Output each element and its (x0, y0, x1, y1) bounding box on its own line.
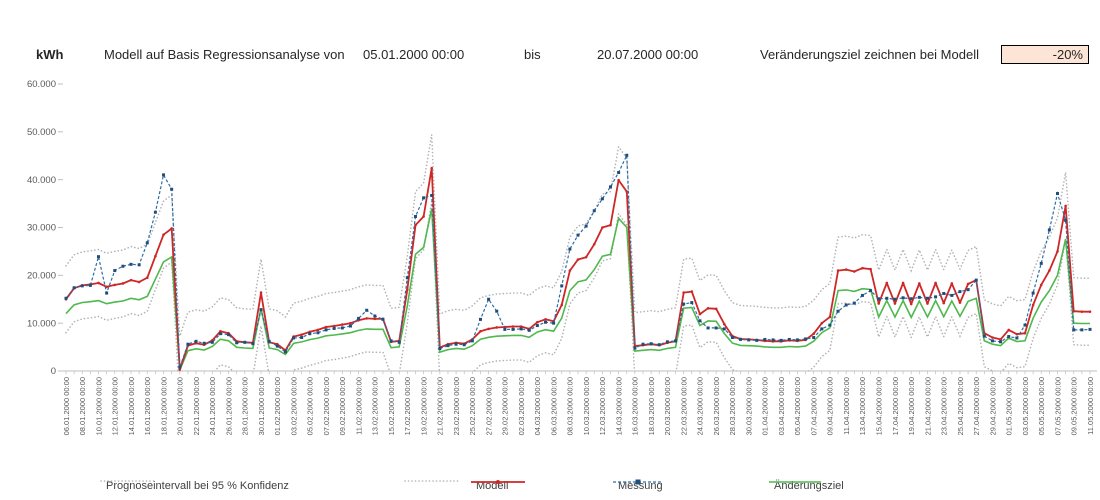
x-tick-label: 05.04.2000 00:00 (793, 377, 802, 435)
x-tick-label: 04.03.2000 00:00 (533, 377, 542, 435)
x-tick-label: 08.03.2000 00:00 (566, 377, 575, 435)
legend-item-messung: Messung (612, 478, 663, 494)
series-aenderungsziel (65, 208, 1090, 371)
y-tick-label: 0 (51, 366, 56, 377)
target-label: Veränderungsziel zeichnen bei Modell (760, 47, 979, 62)
x-tick-label: 10.03.2000 00:00 (582, 377, 591, 435)
legend-label-aenderungsziel: Änderungsziel (774, 480, 844, 492)
x-tick-label: 30.03.2000 00:00 (744, 377, 753, 435)
x-tick-label: 14.01.2000 00:00 (127, 377, 136, 435)
x-tick-label: 25.04.2000 00:00 (956, 377, 965, 435)
x-tick-label: 15.04.2000 00:00 (874, 377, 883, 435)
y-tick-label: 60.000 (27, 79, 56, 90)
x-tick-label: 27.02.2000 00:00 (484, 377, 493, 435)
x-tick-label: 20.03.2000 00:00 (663, 377, 672, 435)
x-tick-label: 14.03.2000 00:00 (614, 377, 623, 435)
x-tick-label: 13.02.2000 00:00 (371, 377, 380, 435)
x-tick-label: 09.04.2000 00:00 (826, 377, 835, 435)
x-tick-label: 13.04.2000 00:00 (858, 377, 867, 435)
legend-item-modell: Modell (470, 478, 525, 494)
y-tick-label: 10.000 (27, 318, 56, 329)
legend-label-messung: Messung (618, 480, 663, 492)
x-tick-label: 29.04.2000 00:00 (988, 377, 997, 435)
x-tick-label: 26.03.2000 00:00 (712, 377, 721, 435)
x-axis-labels: 06.01.2000 00:00 08.01.2000 00:00 10.01.20… (62, 377, 1095, 435)
x-tick-label: 16.01.2000 00:00 (143, 377, 152, 435)
x-tick-label: 17.04.2000 00:00 (891, 377, 900, 435)
series-messung (64, 153, 1092, 369)
x-tick-label: 09.05.2000 00:00 (1070, 377, 1079, 435)
x-tick-label: 11.04.2000 00:00 (842, 377, 851, 435)
x-tick-label: 25.02.2000 00:00 (468, 377, 477, 435)
x-tick-label: 07.04.2000 00:00 (809, 377, 818, 435)
x-tick-label: 01.02.2000 00:00 (273, 377, 282, 435)
x-tick-label: 20.01.2000 00:00 (176, 377, 185, 435)
x-tick-label: 03.04.2000 00:00 (777, 377, 786, 435)
y-tick-label: 30.000 (27, 223, 56, 234)
y-axis-labels: 60.000 50.000 40.000 30.000 20.000 10.000 0 (27, 79, 56, 377)
model-start-date: 05.01.2000 00:00 (363, 47, 465, 62)
x-tick-label: 07.02.2000 00:00 (322, 377, 331, 435)
x-tick-label: 19.02.2000 00:00 (419, 377, 428, 435)
x-tick-label: 24.03.2000 00:00 (696, 377, 705, 435)
x-tick-label: 23.04.2000 00:00 (940, 377, 949, 435)
x-tick-label: 28.03.2000 00:00 (728, 377, 737, 435)
x-tick-label: 06.03.2000 00:00 (549, 377, 558, 435)
x-tick-label: 08.01.2000 00:00 (78, 377, 87, 435)
bis-label: bis (524, 47, 541, 62)
x-tick-label: 22.03.2000 00:00 (679, 377, 688, 435)
x-tick-label: 21.02.2000 00:00 (436, 377, 445, 435)
x-tick-label: 02.03.2000 00:00 (517, 377, 526, 435)
x-tick-label: 16.03.2000 00:00 (631, 377, 640, 435)
y-tick-label: 40.000 (27, 175, 56, 186)
x-tick-label: 18.01.2000 00:00 (159, 377, 168, 435)
legend-item-prognose: Prognoseintervall bei 95 % Konfidenz (100, 478, 289, 494)
x-tick-label: 11.05.2000 00:00 (1086, 377, 1095, 435)
x-tick-label: 17.02.2000 00:00 (403, 377, 412, 435)
x-tick-label: 12.03.2000 00:00 (598, 377, 607, 435)
x-tick-label: 28.01.2000 00:00 (241, 377, 250, 435)
x-tick-label: 05.05.2000 00:00 (1037, 377, 1046, 435)
x-tick-label: 29.02.2000 00:00 (501, 377, 510, 435)
x-tick-label: 22.01.2000 00:00 (192, 377, 201, 435)
x-tick-label: 23.02.2000 00:00 (452, 377, 461, 435)
model-end-date: 20.07.2000 00:00 (597, 47, 699, 62)
chart-title: Modell auf Basis Regressionsanalyse von (104, 47, 345, 62)
x-tick-label: 12.01.2000 00:00 (111, 377, 120, 435)
x-tick-label: 05.02.2000 00:00 (306, 377, 315, 435)
legend-label-modell: Modell (476, 480, 509, 492)
series-group (64, 134, 1092, 372)
x-tick-label: 15.02.2000 00:00 (387, 377, 396, 435)
x-tick-label: 27.04.2000 00:00 (972, 377, 981, 435)
x-tick-label: 30.01.2000 00:00 (257, 377, 266, 435)
unit-label: kWh (36, 47, 64, 62)
x-tick-label: 01.04.2000 00:00 (761, 377, 770, 435)
target-value-cell[interactable]: -20% (1001, 45, 1089, 64)
legend-item-prognose-unten (404, 478, 459, 494)
series-prognose-oben (65, 134, 1091, 337)
x-tick-label: 10.01.2000 00:00 (94, 377, 103, 435)
x-tick-label: 24.01.2000 00:00 (208, 377, 217, 435)
x-tick-label: 11.02.2000 00:00 (354, 377, 363, 435)
legend-item-aenderungsziel: Änderungsziel (768, 478, 844, 494)
y-tick-label: 20.000 (27, 271, 56, 282)
x-tick-label: 07.05.2000 00:00 (1053, 377, 1062, 435)
x-tick-label: 19.04.2000 00:00 (907, 377, 916, 435)
x-tick-label: 18.03.2000 00:00 (647, 377, 656, 435)
x-tick-label: 03.05.2000 00:00 (1021, 377, 1030, 435)
x-tick-label: 06.01.2000 00:00 (62, 377, 71, 435)
x-tick-label: 01.05.2000 00:00 (1005, 377, 1014, 435)
axes (58, 83, 1097, 375)
x-tick-label: 21.04.2000 00:00 (923, 377, 932, 435)
x-tick-label: 09.02.2000 00:00 (338, 377, 347, 435)
x-tick-label: 03.02.2000 00:00 (289, 377, 298, 435)
legend-label-prognose: Prognoseintervall bei 95 % Konfidenz (106, 480, 289, 492)
y-tick-label: 50.000 (27, 127, 56, 138)
x-tick-label: 26.01.2000 00:00 (224, 377, 233, 435)
